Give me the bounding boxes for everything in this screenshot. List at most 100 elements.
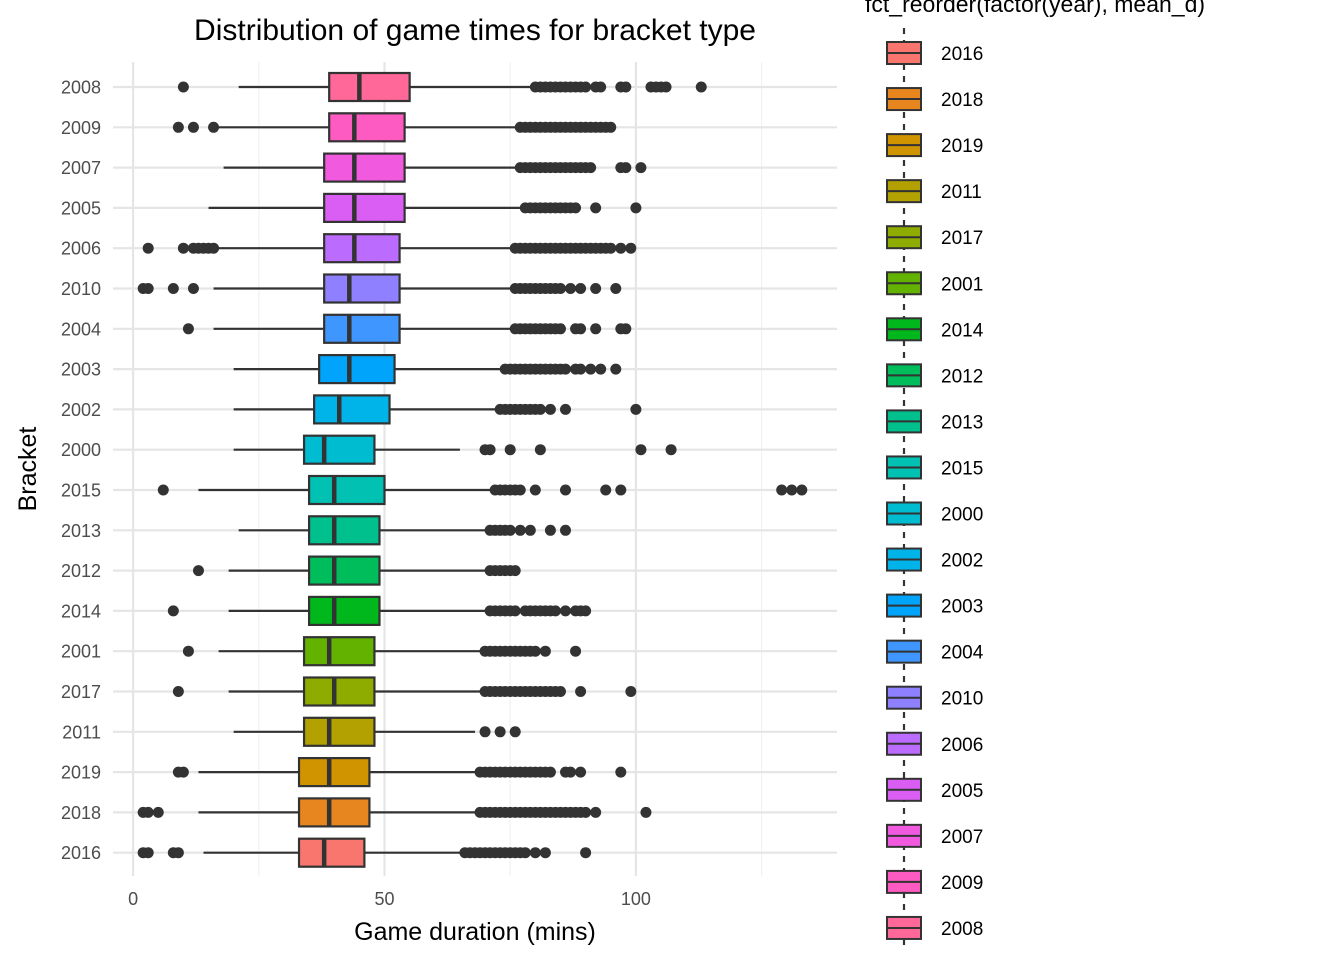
box-2013 [238, 515, 571, 546]
outlier-point [554, 323, 566, 335]
outlier-point [484, 444, 496, 456]
box-2015 [157, 474, 808, 506]
legend-item-2017: 2017 [886, 225, 983, 250]
box-2012 [192, 555, 521, 586]
outlier-point [539, 847, 551, 859]
outlier-point [142, 847, 154, 859]
outlier-point [152, 806, 164, 818]
legend-label: 2007 [941, 827, 983, 848]
outlier-point [575, 686, 587, 697]
legend-item-2006: 2006 [886, 731, 983, 756]
box-2002 [233, 394, 642, 425]
outlier-point [534, 444, 546, 456]
outlier-point [630, 202, 642, 214]
y-tick-label: 2016 [61, 843, 101, 863]
box-2018 [137, 797, 652, 828]
legend-item-2008: 2008 [886, 915, 983, 940]
box-iqr [323, 273, 401, 304]
box-iqr [307, 595, 381, 627]
outlier-point [177, 766, 189, 778]
box-2007 [223, 152, 647, 183]
y-tick-label: 2019 [61, 763, 101, 783]
box-iqr [323, 152, 406, 183]
y-tick-label: 2003 [61, 360, 101, 380]
outlier-point [549, 605, 561, 617]
legend-item-2002: 2002 [886, 547, 983, 572]
outlier-point [509, 726, 521, 738]
outlier-point [605, 121, 617, 133]
outlier-point [590, 283, 602, 294]
box-iqr [302, 676, 376, 707]
legend-title: fct_reorder(factor(year), mean_d) [865, 0, 1205, 17]
y-tick-label: 2008 [61, 78, 101, 98]
box-2006 [142, 233, 637, 264]
legend-item-2010: 2010 [886, 685, 983, 710]
legend-label: 2004 [941, 643, 984, 664]
box-iqr [313, 394, 391, 425]
y-tick-labels: 2016 2018 2019 2011 2017 2001 2014 2012 2013 2015… [61, 78, 101, 864]
outlier-point [605, 242, 617, 254]
outlier-point [560, 363, 571, 375]
box-iqr [302, 434, 376, 465]
outlier-point [575, 283, 587, 294]
outlier-point [590, 323, 602, 335]
legend-label: 2001 [941, 274, 983, 295]
outlier-point [560, 524, 571, 536]
x-tick-label: 50 [374, 889, 394, 909]
outlier-point [172, 121, 184, 133]
box-iqr [297, 797, 371, 828]
y-tick-label: 2014 [61, 601, 101, 621]
outlier-point [157, 484, 169, 496]
box-2003 [233, 354, 622, 385]
legend-item-2018: 2018 [886, 87, 983, 112]
outlier-point [529, 484, 541, 496]
box-iqr [302, 636, 376, 667]
legend-label: 2006 [941, 735, 983, 756]
outlier-point [504, 444, 516, 456]
legend-item-2014: 2014 [886, 317, 984, 342]
box-iqr [307, 555, 381, 586]
outlier-point [565, 283, 577, 294]
outlier-point [585, 363, 597, 375]
outlier-point [786, 484, 798, 496]
legend-item-2019: 2019 [886, 133, 983, 158]
outlier-point [776, 484, 788, 496]
legend-item-2012: 2012 [886, 363, 983, 388]
x-tick-label: 0 [128, 889, 138, 909]
outlier-point [554, 283, 566, 294]
outlier-point [615, 242, 627, 254]
y-tick-label: 2009 [61, 118, 101, 138]
outlier-point [640, 806, 652, 818]
legend-item-2000: 2000 [886, 501, 983, 526]
outlier-point [575, 766, 587, 778]
outlier-point [544, 524, 556, 536]
legend: fct_reorder(factor(year), mean_d) 2016 20… [865, 0, 1205, 945]
legend-label: 2011 [941, 182, 982, 203]
legend-label: 2015 [941, 458, 983, 479]
box-2014 [167, 595, 592, 627]
box-2011 [233, 716, 521, 747]
outlier-point [615, 766, 627, 778]
y-axis-title: Bracket [14, 427, 42, 512]
box-iqr [297, 837, 366, 868]
box-iqr [318, 354, 396, 385]
box-2004 [182, 313, 632, 344]
box-2016 [137, 837, 592, 868]
outlier-point [625, 242, 637, 254]
y-tick-label: 2018 [61, 803, 101, 823]
legend-label: 2012 [941, 366, 983, 387]
outlier-point [580, 81, 592, 93]
outlier-point [580, 605, 592, 617]
legend-label: 2018 [941, 90, 983, 111]
legend-label: 2003 [941, 597, 983, 618]
grid-layer [113, 62, 837, 876]
outlier-point [620, 81, 632, 93]
box-2019 [172, 756, 627, 788]
outlier-point [142, 283, 154, 294]
outlier-point [580, 847, 592, 859]
outlier-point [519, 847, 531, 859]
outlier-point [182, 323, 194, 335]
outlier-point [560, 605, 571, 617]
y-tick-label: 2007 [61, 158, 101, 178]
